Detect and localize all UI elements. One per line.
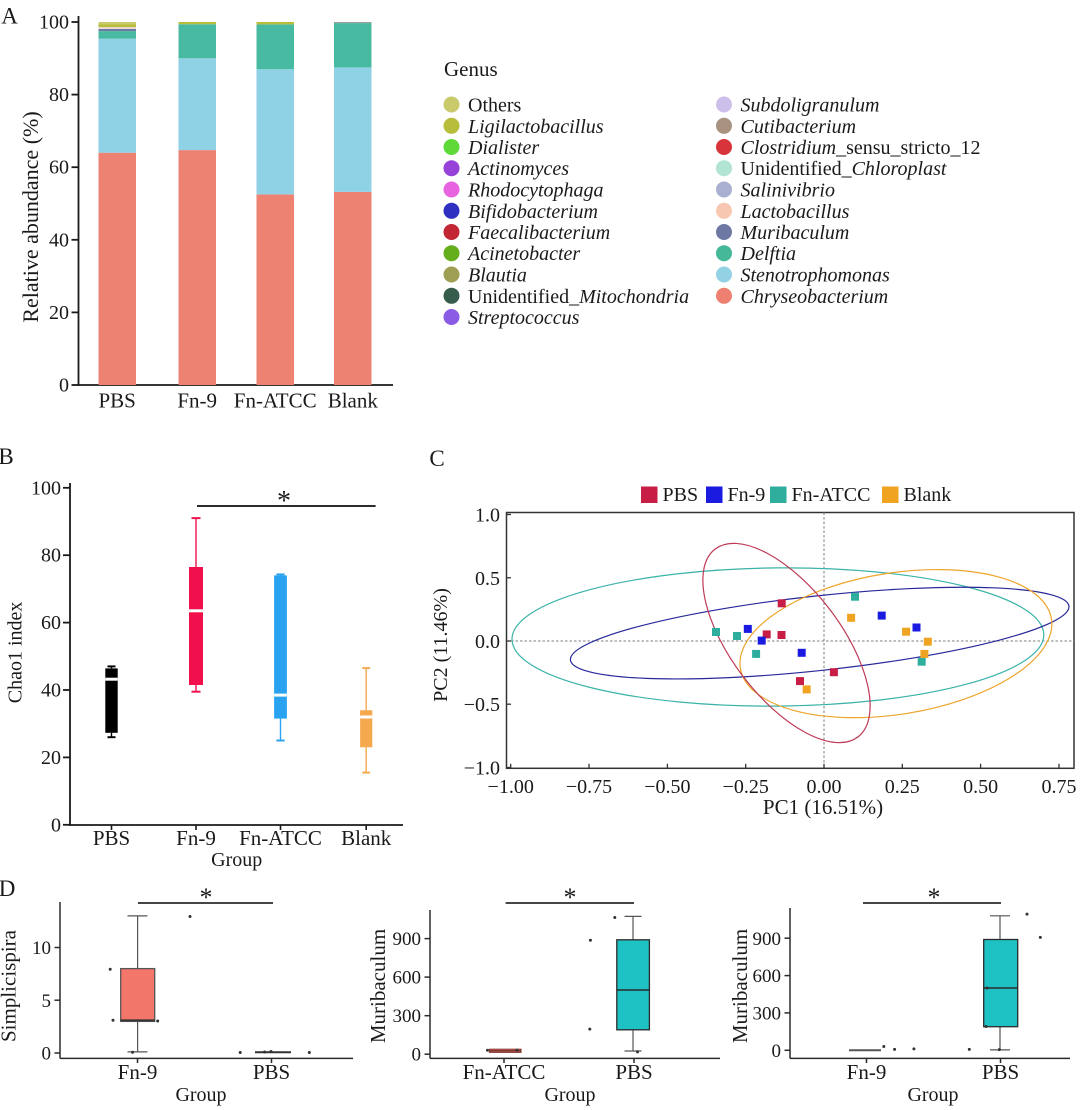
svg-text:Unidentified_Chloroplast: Unidentified_Chloroplast [741, 158, 947, 180]
svg-text:Muribaculum: Muribaculum [728, 929, 752, 1043]
svg-text:Salinivibrio: Salinivibrio [741, 180, 835, 202]
svg-text:Muribaculum: Muribaculum [740, 222, 850, 244]
svg-text:−0.50: −0.50 [644, 776, 690, 798]
svg-text:Blank: Blank [904, 484, 952, 506]
svg-text:*: * [564, 883, 577, 912]
svg-text:0.5: 0.5 [475, 568, 500, 590]
svg-text:A: A [1, 4, 18, 29]
svg-text:Actinomyces: Actinomyces [466, 158, 569, 180]
svg-text:0: 0 [412, 1045, 422, 1066]
svg-text:Simplicispira: Simplicispira [0, 929, 21, 1042]
svg-text:C: C [429, 446, 444, 471]
svg-text:80: 80 [49, 84, 69, 106]
svg-text:*: * [200, 883, 213, 912]
svg-text:Streptococcus: Streptococcus [468, 307, 580, 329]
svg-text:Fn-9: Fn-9 [176, 826, 216, 850]
svg-text:PBS: PBS [93, 826, 130, 850]
svg-text:PC2 (11.46%): PC2 (11.46%) [430, 588, 452, 702]
svg-text:0: 0 [59, 375, 69, 397]
svg-text:Stenotrophomonas: Stenotrophomonas [741, 265, 890, 287]
svg-text:*: * [928, 883, 941, 912]
svg-text:5: 5 [42, 991, 52, 1012]
svg-text:10: 10 [32, 938, 51, 959]
svg-text:0: 0 [772, 1041, 782, 1062]
svg-text:600: 600 [753, 966, 782, 987]
svg-text:−1.0: −1.0 [464, 758, 500, 780]
svg-text:−0.75: −0.75 [566, 776, 612, 798]
svg-text:Blautia: Blautia [468, 265, 527, 287]
svg-text:Fn-9: Fn-9 [118, 1060, 158, 1084]
svg-text:60: 60 [41, 612, 61, 634]
svg-text:20: 20 [49, 302, 69, 324]
svg-text:Fn-ATCC: Fn-ATCC [463, 1060, 546, 1084]
svg-text:Dialister: Dialister [467, 137, 539, 159]
svg-text:PC1 (16.51%): PC1 (16.51%) [763, 795, 883, 819]
svg-text:Faecalibacterium: Faecalibacterium [467, 222, 610, 244]
svg-text:Muribaculum: Muribaculum [366, 929, 390, 1043]
svg-text:Clostridium_sensu_stricto_12: Clostridium_sensu_stricto_12 [741, 137, 981, 159]
svg-text:Unidentified_Mitochondria: Unidentified_Mitochondria [468, 286, 689, 308]
svg-text:80: 80 [41, 545, 61, 567]
svg-text:PBS: PBS [615, 1060, 652, 1084]
svg-text:B: B [0, 444, 14, 469]
svg-text:PBS: PBS [663, 484, 699, 506]
svg-text:Others: Others [468, 95, 522, 117]
svg-text:Lactobacillus: Lactobacillus [740, 201, 850, 223]
svg-text:−0.5: −0.5 [464, 694, 500, 716]
svg-text:300: 300 [753, 1003, 782, 1024]
svg-text:0.25: 0.25 [885, 776, 920, 798]
svg-text:Fn-9: Fn-9 [847, 1060, 887, 1084]
svg-text:300: 300 [393, 1006, 422, 1027]
svg-text:PBS: PBS [982, 1060, 1019, 1084]
svg-text:0: 0 [51, 814, 61, 836]
svg-text:40: 40 [49, 229, 69, 251]
svg-text:PBS: PBS [253, 1060, 290, 1084]
svg-text:0.00: 0.00 [807, 776, 842, 798]
svg-text:Blank: Blank [328, 389, 379, 413]
svg-text:Genus: Genus [444, 57, 498, 81]
svg-text:900: 900 [393, 929, 422, 950]
svg-text:Rhodocytophaga: Rhodocytophaga [467, 180, 604, 202]
svg-text:Cutibacterium: Cutibacterium [741, 116, 857, 138]
svg-text:Acinetobacter: Acinetobacter [466, 243, 580, 265]
svg-text:100: 100 [39, 12, 69, 34]
svg-text:0.0: 0.0 [475, 631, 500, 653]
svg-text:−0.25: −0.25 [723, 776, 769, 798]
svg-text:Group: Group [907, 1084, 958, 1106]
svg-text:Fn-ATCC: Fn-ATCC [792, 484, 871, 506]
svg-text:D: D [0, 876, 15, 901]
svg-text:Delftia: Delftia [740, 243, 797, 265]
svg-text:Chao1 index: Chao1 index [5, 602, 27, 704]
svg-text:0.75: 0.75 [1042, 776, 1077, 798]
svg-text:Fn-9: Fn-9 [728, 484, 766, 506]
svg-text:Group: Group [175, 1084, 226, 1106]
svg-text:Relative abundance (%): Relative abundance (%) [18, 111, 43, 322]
svg-text:1.0: 1.0 [475, 505, 500, 527]
svg-text:−1.00: −1.00 [488, 776, 534, 798]
svg-text:0: 0 [42, 1044, 52, 1065]
svg-text:Subdoligranulum: Subdoligranulum [741, 95, 880, 117]
svg-text:900: 900 [753, 929, 782, 950]
svg-text:100: 100 [31, 477, 61, 499]
svg-text:*: * [277, 486, 291, 517]
svg-text:Chryseobacterium: Chryseobacterium [741, 286, 889, 308]
svg-text:Group: Group [211, 849, 262, 871]
svg-text:Group: Group [544, 1084, 595, 1106]
svg-text:Ligilactobacillus: Ligilactobacillus [467, 116, 604, 138]
svg-text:60: 60 [49, 157, 69, 179]
svg-text:600: 600 [393, 968, 422, 989]
svg-text:PBS: PBS [99, 389, 136, 413]
svg-text:Fn-9: Fn-9 [177, 389, 217, 413]
svg-text:Blank: Blank [341, 826, 392, 850]
svg-text:20: 20 [41, 747, 61, 769]
svg-text:40: 40 [41, 680, 61, 702]
svg-text:Bifidobacterium: Bifidobacterium [468, 201, 598, 223]
svg-text:0.50: 0.50 [963, 776, 998, 798]
svg-text:Fn-ATCC: Fn-ATCC [234, 389, 317, 413]
svg-text:Fn-ATCC: Fn-ATCC [239, 826, 322, 850]
